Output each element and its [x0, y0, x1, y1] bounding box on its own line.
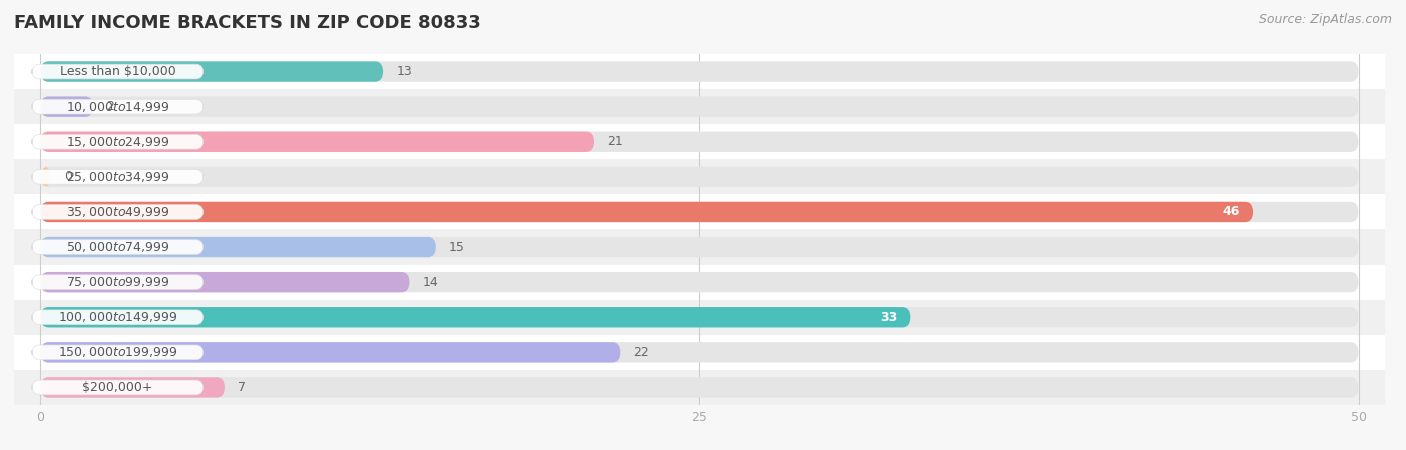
FancyBboxPatch shape — [14, 54, 1385, 89]
Text: $100,000 to $149,999: $100,000 to $149,999 — [58, 310, 177, 324]
FancyBboxPatch shape — [41, 342, 1358, 363]
Text: 33: 33 — [880, 311, 897, 324]
FancyBboxPatch shape — [41, 237, 436, 257]
Text: 14: 14 — [423, 276, 439, 288]
Text: $200,000+: $200,000+ — [83, 381, 153, 394]
Text: 22: 22 — [634, 346, 650, 359]
FancyBboxPatch shape — [32, 380, 204, 395]
FancyBboxPatch shape — [32, 135, 204, 149]
FancyBboxPatch shape — [41, 377, 225, 398]
Text: 21: 21 — [607, 135, 623, 148]
FancyBboxPatch shape — [32, 310, 204, 324]
FancyBboxPatch shape — [14, 370, 1385, 405]
FancyBboxPatch shape — [41, 96, 1358, 117]
FancyBboxPatch shape — [41, 96, 93, 117]
Text: $10,000 to $14,999: $10,000 to $14,999 — [66, 99, 169, 114]
FancyBboxPatch shape — [41, 307, 1358, 328]
FancyBboxPatch shape — [14, 230, 1385, 265]
FancyBboxPatch shape — [41, 342, 620, 363]
FancyBboxPatch shape — [32, 64, 204, 79]
FancyBboxPatch shape — [32, 205, 204, 219]
FancyBboxPatch shape — [41, 307, 911, 328]
FancyBboxPatch shape — [14, 89, 1385, 124]
FancyBboxPatch shape — [14, 300, 1385, 335]
Text: 7: 7 — [238, 381, 246, 394]
FancyBboxPatch shape — [14, 335, 1385, 370]
Text: $15,000 to $24,999: $15,000 to $24,999 — [66, 135, 169, 149]
FancyBboxPatch shape — [41, 61, 382, 82]
Text: $25,000 to $34,999: $25,000 to $34,999 — [66, 170, 169, 184]
FancyBboxPatch shape — [41, 131, 1358, 152]
FancyBboxPatch shape — [41, 61, 1358, 82]
FancyBboxPatch shape — [32, 275, 204, 289]
Text: Source: ZipAtlas.com: Source: ZipAtlas.com — [1258, 14, 1392, 27]
FancyBboxPatch shape — [32, 99, 204, 114]
Text: Less than $10,000: Less than $10,000 — [59, 65, 176, 78]
Text: 2: 2 — [107, 100, 114, 113]
FancyBboxPatch shape — [41, 272, 1358, 292]
Text: $150,000 to $199,999: $150,000 to $199,999 — [58, 345, 177, 360]
Text: 13: 13 — [396, 65, 412, 78]
FancyBboxPatch shape — [32, 170, 204, 184]
FancyBboxPatch shape — [14, 159, 1385, 194]
FancyBboxPatch shape — [14, 194, 1385, 230]
Text: 0: 0 — [65, 171, 72, 183]
FancyBboxPatch shape — [32, 345, 204, 360]
FancyBboxPatch shape — [41, 377, 1358, 398]
FancyBboxPatch shape — [41, 237, 1358, 257]
FancyBboxPatch shape — [32, 240, 204, 254]
FancyBboxPatch shape — [41, 166, 51, 187]
FancyBboxPatch shape — [41, 272, 409, 292]
FancyBboxPatch shape — [41, 202, 1253, 222]
Text: $75,000 to $99,999: $75,000 to $99,999 — [66, 275, 169, 289]
FancyBboxPatch shape — [14, 124, 1385, 159]
Text: $35,000 to $49,999: $35,000 to $49,999 — [66, 205, 169, 219]
FancyBboxPatch shape — [41, 202, 1358, 222]
FancyBboxPatch shape — [14, 265, 1385, 300]
FancyBboxPatch shape — [41, 131, 595, 152]
Text: 46: 46 — [1223, 206, 1240, 218]
Text: $50,000 to $74,999: $50,000 to $74,999 — [66, 240, 169, 254]
Text: 15: 15 — [449, 241, 465, 253]
FancyBboxPatch shape — [41, 166, 1358, 187]
Text: FAMILY INCOME BRACKETS IN ZIP CODE 80833: FAMILY INCOME BRACKETS IN ZIP CODE 80833 — [14, 14, 481, 32]
